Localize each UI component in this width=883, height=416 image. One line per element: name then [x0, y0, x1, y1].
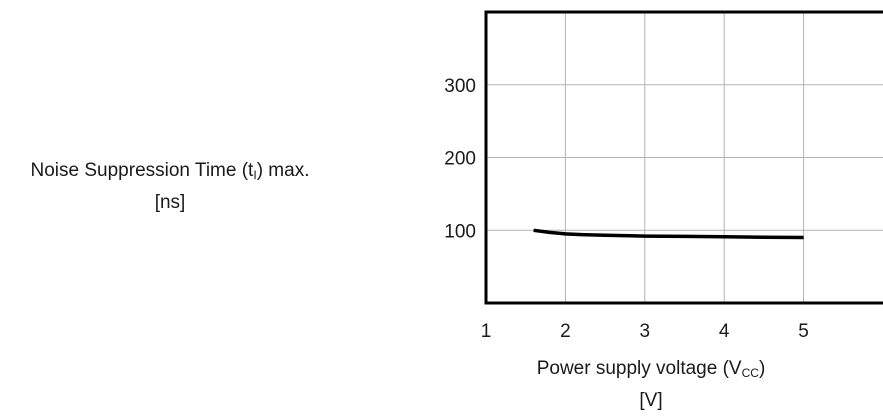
axes	[484, 10, 883, 305]
x-tick-label: 2	[560, 321, 571, 342]
y-tick-label: 100	[444, 221, 476, 242]
y-tick-labels: 100 200 300	[444, 76, 476, 243]
x-axis-label: Power supply voltage (VCC) [V]	[441, 355, 861, 415]
y-axis-title: Noise Suppression Time (tI) max.	[30, 160, 310, 182]
y-axis-unit: [ns]	[154, 192, 186, 213]
x-tick-labels: 1 2 3 4 5	[481, 321, 809, 342]
y-axis-label: Noise Suppression Time (tI) max. [ns]	[0, 157, 370, 217]
x-axis-unit: [V]	[639, 390, 663, 411]
y-tick-label: 200	[444, 149, 476, 170]
series-line	[533, 228, 804, 240]
grid	[486, 12, 883, 303]
series-group	[533, 228, 804, 240]
x-axis-title: Power supply voltage (VCC)	[536, 358, 766, 380]
y-tick-label: 300	[444, 76, 476, 97]
x-tick-label: 4	[719, 321, 730, 342]
x-tick-label: 5	[798, 321, 809, 342]
x-tick-label: 3	[640, 321, 651, 342]
x-tick-label: 1	[481, 321, 492, 342]
